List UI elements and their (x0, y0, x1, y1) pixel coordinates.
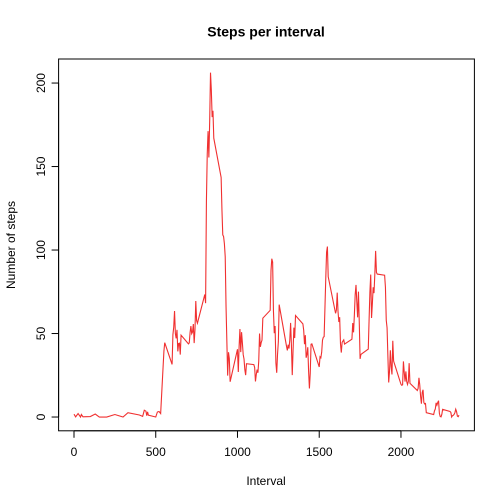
y-tick-label: 100 (34, 240, 48, 260)
y-tick-label: 50 (34, 327, 48, 341)
y-axis-label: Number of steps (4, 201, 18, 289)
y-tick-label: 150 (34, 156, 48, 176)
data-line (73, 72, 460, 419)
chart-title: Steps per interval (207, 24, 325, 40)
x-tick-label: 500 (146, 445, 166, 459)
x-tick-label: 2000 (388, 445, 415, 459)
y-tick-label: 0 (34, 413, 48, 420)
x-tick-label: 1500 (306, 445, 333, 459)
y-tick-label: 200 (34, 73, 48, 93)
x-axis-label: Interval (246, 474, 285, 488)
x-tick-label: 1000 (224, 445, 251, 459)
plot-box (58, 58, 475, 432)
x-tick-label: 0 (71, 445, 78, 459)
